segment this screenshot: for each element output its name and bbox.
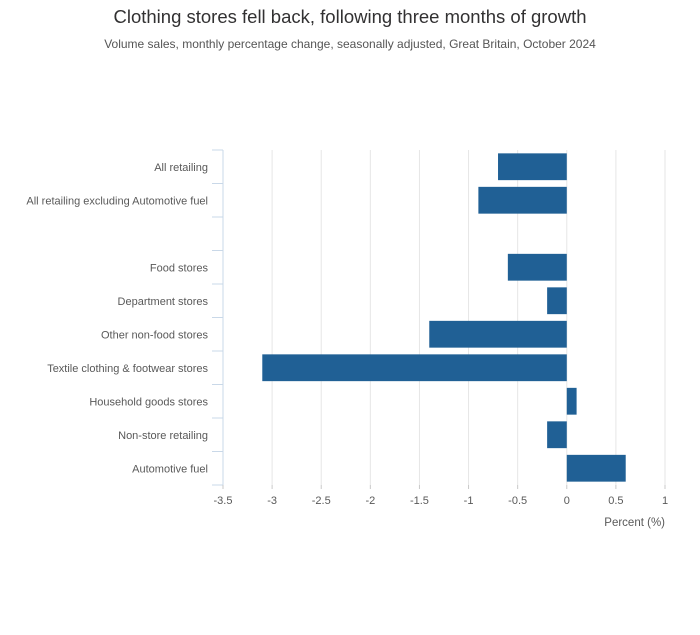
category-labels: All retailing All retailing excluding Aut… (26, 162, 208, 476)
bar (566, 387, 577, 415)
x-tick-label: -2.5 (312, 495, 331, 507)
bar (498, 153, 567, 181)
chart-subtitle: Volume sales, monthly percentage change,… (104, 37, 596, 51)
bars (262, 153, 626, 482)
category-label: Department stores (118, 296, 209, 308)
category-label: Textile clothing & footwear stores (47, 363, 208, 375)
chart-title: Clothing stores fell back, following thr… (113, 6, 587, 27)
category-label: Food stores (150, 262, 209, 274)
category-label: Household goods stores (89, 396, 208, 408)
bar (262, 354, 567, 382)
x-axis-title: Percent (%) (604, 517, 665, 529)
x-tick-label: -3 (267, 495, 277, 507)
x-tick-label: 0.5 (608, 495, 623, 507)
x-tick-label: -2 (365, 495, 375, 507)
category-label: Other non-food stores (101, 329, 209, 341)
y-axis (212, 149, 224, 486)
bar (507, 253, 567, 281)
category-label: All retailing excluding Automotive fuel (26, 195, 208, 207)
x-tick-label: -1.5 (410, 495, 429, 507)
x-tick-label: 0 (564, 495, 570, 507)
bar (566, 454, 626, 482)
category-label: Non-store retailing (118, 430, 208, 442)
x-axis-ticks: -3.5 -3 -2.5 -2 -1.5 -1 -0.5 0 0.5 1 (214, 485, 668, 507)
bar (478, 186, 567, 214)
gridlines (222, 150, 666, 485)
x-tick-label: 1 (662, 495, 668, 507)
x-tick-label: -3.5 (214, 495, 233, 507)
x-tick-label: -0.5 (508, 495, 527, 507)
x-tick-label: -1 (464, 495, 474, 507)
bar (547, 287, 567, 315)
category-label: Automotive fuel (132, 463, 208, 475)
category-label: All retailing (154, 162, 208, 174)
bar (429, 320, 567, 348)
bar (547, 421, 567, 449)
